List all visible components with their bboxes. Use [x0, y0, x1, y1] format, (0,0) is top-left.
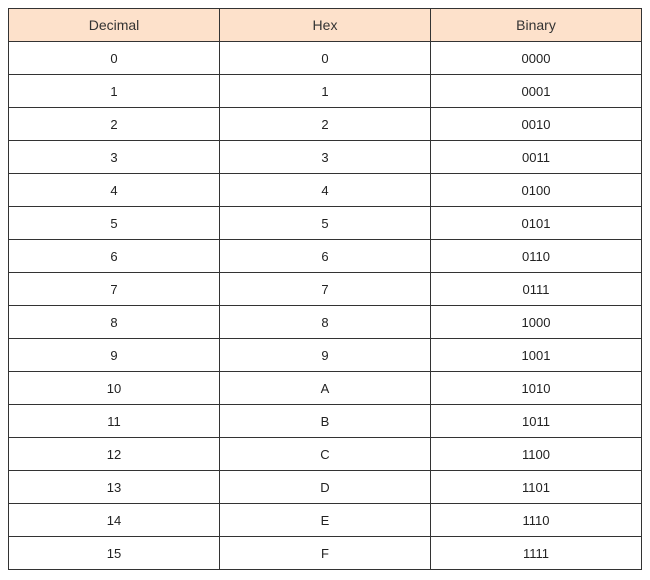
- cell-hex: 8: [220, 306, 431, 339]
- cell-decimal: 2: [9, 108, 220, 141]
- cell-binary: 0010: [431, 108, 642, 141]
- cell-hex: D: [220, 471, 431, 504]
- cell-hex: 3: [220, 141, 431, 174]
- cell-decimal: 15: [9, 537, 220, 570]
- table-row: 110001: [9, 75, 642, 108]
- cell-decimal: 6: [9, 240, 220, 273]
- cell-binary: 0000: [431, 42, 642, 75]
- cell-decimal: 1: [9, 75, 220, 108]
- column-header-hex: Hex: [220, 9, 431, 42]
- cell-hex: 1: [220, 75, 431, 108]
- cell-decimal: 5: [9, 207, 220, 240]
- table-header-row: Decimal Hex Binary: [9, 9, 642, 42]
- cell-decimal: 12: [9, 438, 220, 471]
- cell-hex: 0: [220, 42, 431, 75]
- table-row: 330011: [9, 141, 642, 174]
- table-row: 14E1110: [9, 504, 642, 537]
- table-row: 12C1100: [9, 438, 642, 471]
- table-row: 991001: [9, 339, 642, 372]
- table-body: 000000 110001 220010 330011 440100 55010…: [9, 42, 642, 570]
- cell-hex: 5: [220, 207, 431, 240]
- cell-hex: F: [220, 537, 431, 570]
- cell-binary: 1011: [431, 405, 642, 438]
- cell-binary: 0001: [431, 75, 642, 108]
- cell-hex: 9: [220, 339, 431, 372]
- table-row: 220010: [9, 108, 642, 141]
- cell-binary: 1101: [431, 471, 642, 504]
- table-row: 11B1011: [9, 405, 642, 438]
- cell-binary: 0100: [431, 174, 642, 207]
- cell-binary: 1111: [431, 537, 642, 570]
- cell-hex: C: [220, 438, 431, 471]
- cell-decimal: 9: [9, 339, 220, 372]
- cell-decimal: 7: [9, 273, 220, 306]
- cell-binary: 0111: [431, 273, 642, 306]
- table-row: 13D1101: [9, 471, 642, 504]
- table-row: 770111: [9, 273, 642, 306]
- cell-binary: 0011: [431, 141, 642, 174]
- cell-hex: E: [220, 504, 431, 537]
- cell-hex: 6: [220, 240, 431, 273]
- cell-binary: 1001: [431, 339, 642, 372]
- cell-hex: A: [220, 372, 431, 405]
- cell-binary: 1100: [431, 438, 642, 471]
- number-conversion-table: Decimal Hex Binary 000000 110001 220010 …: [8, 8, 642, 570]
- cell-decimal: 0: [9, 42, 220, 75]
- table-row: 10A1010: [9, 372, 642, 405]
- cell-binary: 0110: [431, 240, 642, 273]
- cell-hex: 4: [220, 174, 431, 207]
- cell-decimal: 11: [9, 405, 220, 438]
- cell-decimal: 4: [9, 174, 220, 207]
- table-row: 881000: [9, 306, 642, 339]
- cell-hex: 2: [220, 108, 431, 141]
- cell-binary: 1000: [431, 306, 642, 339]
- table-row: 15F1111: [9, 537, 642, 570]
- cell-binary: 1010: [431, 372, 642, 405]
- cell-binary: 0101: [431, 207, 642, 240]
- cell-binary: 1110: [431, 504, 642, 537]
- cell-decimal: 10: [9, 372, 220, 405]
- table-row: 000000: [9, 42, 642, 75]
- cell-decimal: 3: [9, 141, 220, 174]
- cell-hex: B: [220, 405, 431, 438]
- table-row: 440100: [9, 174, 642, 207]
- column-header-binary: Binary: [431, 9, 642, 42]
- cell-decimal: 13: [9, 471, 220, 504]
- table-row: 660110: [9, 240, 642, 273]
- cell-hex: 7: [220, 273, 431, 306]
- column-header-decimal: Decimal: [9, 9, 220, 42]
- cell-decimal: 14: [9, 504, 220, 537]
- table-row: 550101: [9, 207, 642, 240]
- cell-decimal: 8: [9, 306, 220, 339]
